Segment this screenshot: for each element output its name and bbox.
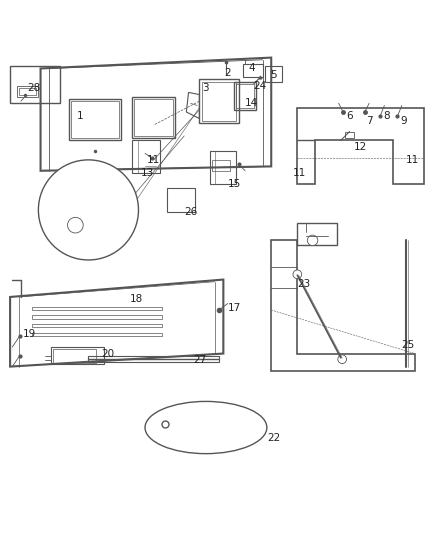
Text: 1: 1 bbox=[76, 111, 83, 122]
Bar bbox=[32, 315, 162, 319]
Text: 27: 27 bbox=[193, 355, 206, 365]
Bar bbox=[51, 347, 104, 365]
Bar bbox=[345, 132, 354, 138]
Text: 4: 4 bbox=[248, 63, 255, 74]
Text: 12: 12 bbox=[354, 142, 367, 152]
Text: 23: 23 bbox=[297, 279, 311, 289]
Text: 15: 15 bbox=[228, 179, 241, 189]
Bar bbox=[184, 418, 216, 431]
Circle shape bbox=[307, 235, 318, 246]
Bar bbox=[88, 356, 219, 362]
Circle shape bbox=[39, 160, 138, 260]
Circle shape bbox=[293, 270, 302, 279]
Text: 11: 11 bbox=[293, 168, 306, 178]
Text: 11: 11 bbox=[406, 155, 419, 165]
Text: 20: 20 bbox=[102, 349, 115, 359]
Text: 7: 7 bbox=[366, 116, 372, 126]
Text: 16: 16 bbox=[56, 212, 69, 221]
Ellipse shape bbox=[145, 401, 267, 454]
Text: 3: 3 bbox=[203, 83, 209, 93]
Text: 13: 13 bbox=[141, 168, 154, 178]
Bar bbox=[32, 333, 162, 336]
Bar bbox=[297, 223, 336, 245]
Text: 18: 18 bbox=[130, 294, 143, 304]
Bar bbox=[51, 186, 91, 236]
Bar bbox=[71, 101, 119, 138]
Bar bbox=[19, 88, 36, 94]
Bar bbox=[212, 160, 230, 171]
Text: 21: 21 bbox=[158, 431, 171, 441]
Text: 17: 17 bbox=[228, 303, 241, 313]
Bar bbox=[167, 188, 195, 212]
Bar bbox=[237, 84, 254, 108]
Text: 22: 22 bbox=[267, 433, 280, 443]
Bar bbox=[132, 97, 176, 138]
Bar bbox=[182, 417, 219, 432]
Bar bbox=[69, 99, 121, 140]
Bar bbox=[210, 151, 237, 184]
Text: 5: 5 bbox=[270, 70, 277, 80]
Text: 24: 24 bbox=[254, 81, 267, 91]
Bar bbox=[243, 64, 262, 77]
Bar bbox=[53, 349, 96, 363]
Text: 19: 19 bbox=[23, 329, 36, 339]
Text: 2: 2 bbox=[224, 68, 231, 78]
Text: 11: 11 bbox=[147, 155, 160, 165]
Text: 28: 28 bbox=[28, 83, 41, 93]
Text: 14: 14 bbox=[245, 98, 258, 108]
Text: 8: 8 bbox=[383, 111, 390, 122]
Text: 25: 25 bbox=[402, 340, 415, 350]
Bar bbox=[134, 99, 173, 136]
Bar bbox=[201, 82, 237, 120]
Bar bbox=[32, 324, 162, 327]
Circle shape bbox=[338, 355, 346, 364]
Bar bbox=[234, 82, 256, 110]
Text: 26: 26 bbox=[184, 207, 198, 217]
Bar bbox=[10, 66, 60, 103]
Bar bbox=[265, 66, 282, 82]
Text: 9: 9 bbox=[401, 116, 407, 126]
Text: 6: 6 bbox=[346, 111, 353, 122]
Bar bbox=[199, 79, 239, 123]
Bar bbox=[32, 306, 162, 310]
Bar bbox=[132, 140, 160, 173]
